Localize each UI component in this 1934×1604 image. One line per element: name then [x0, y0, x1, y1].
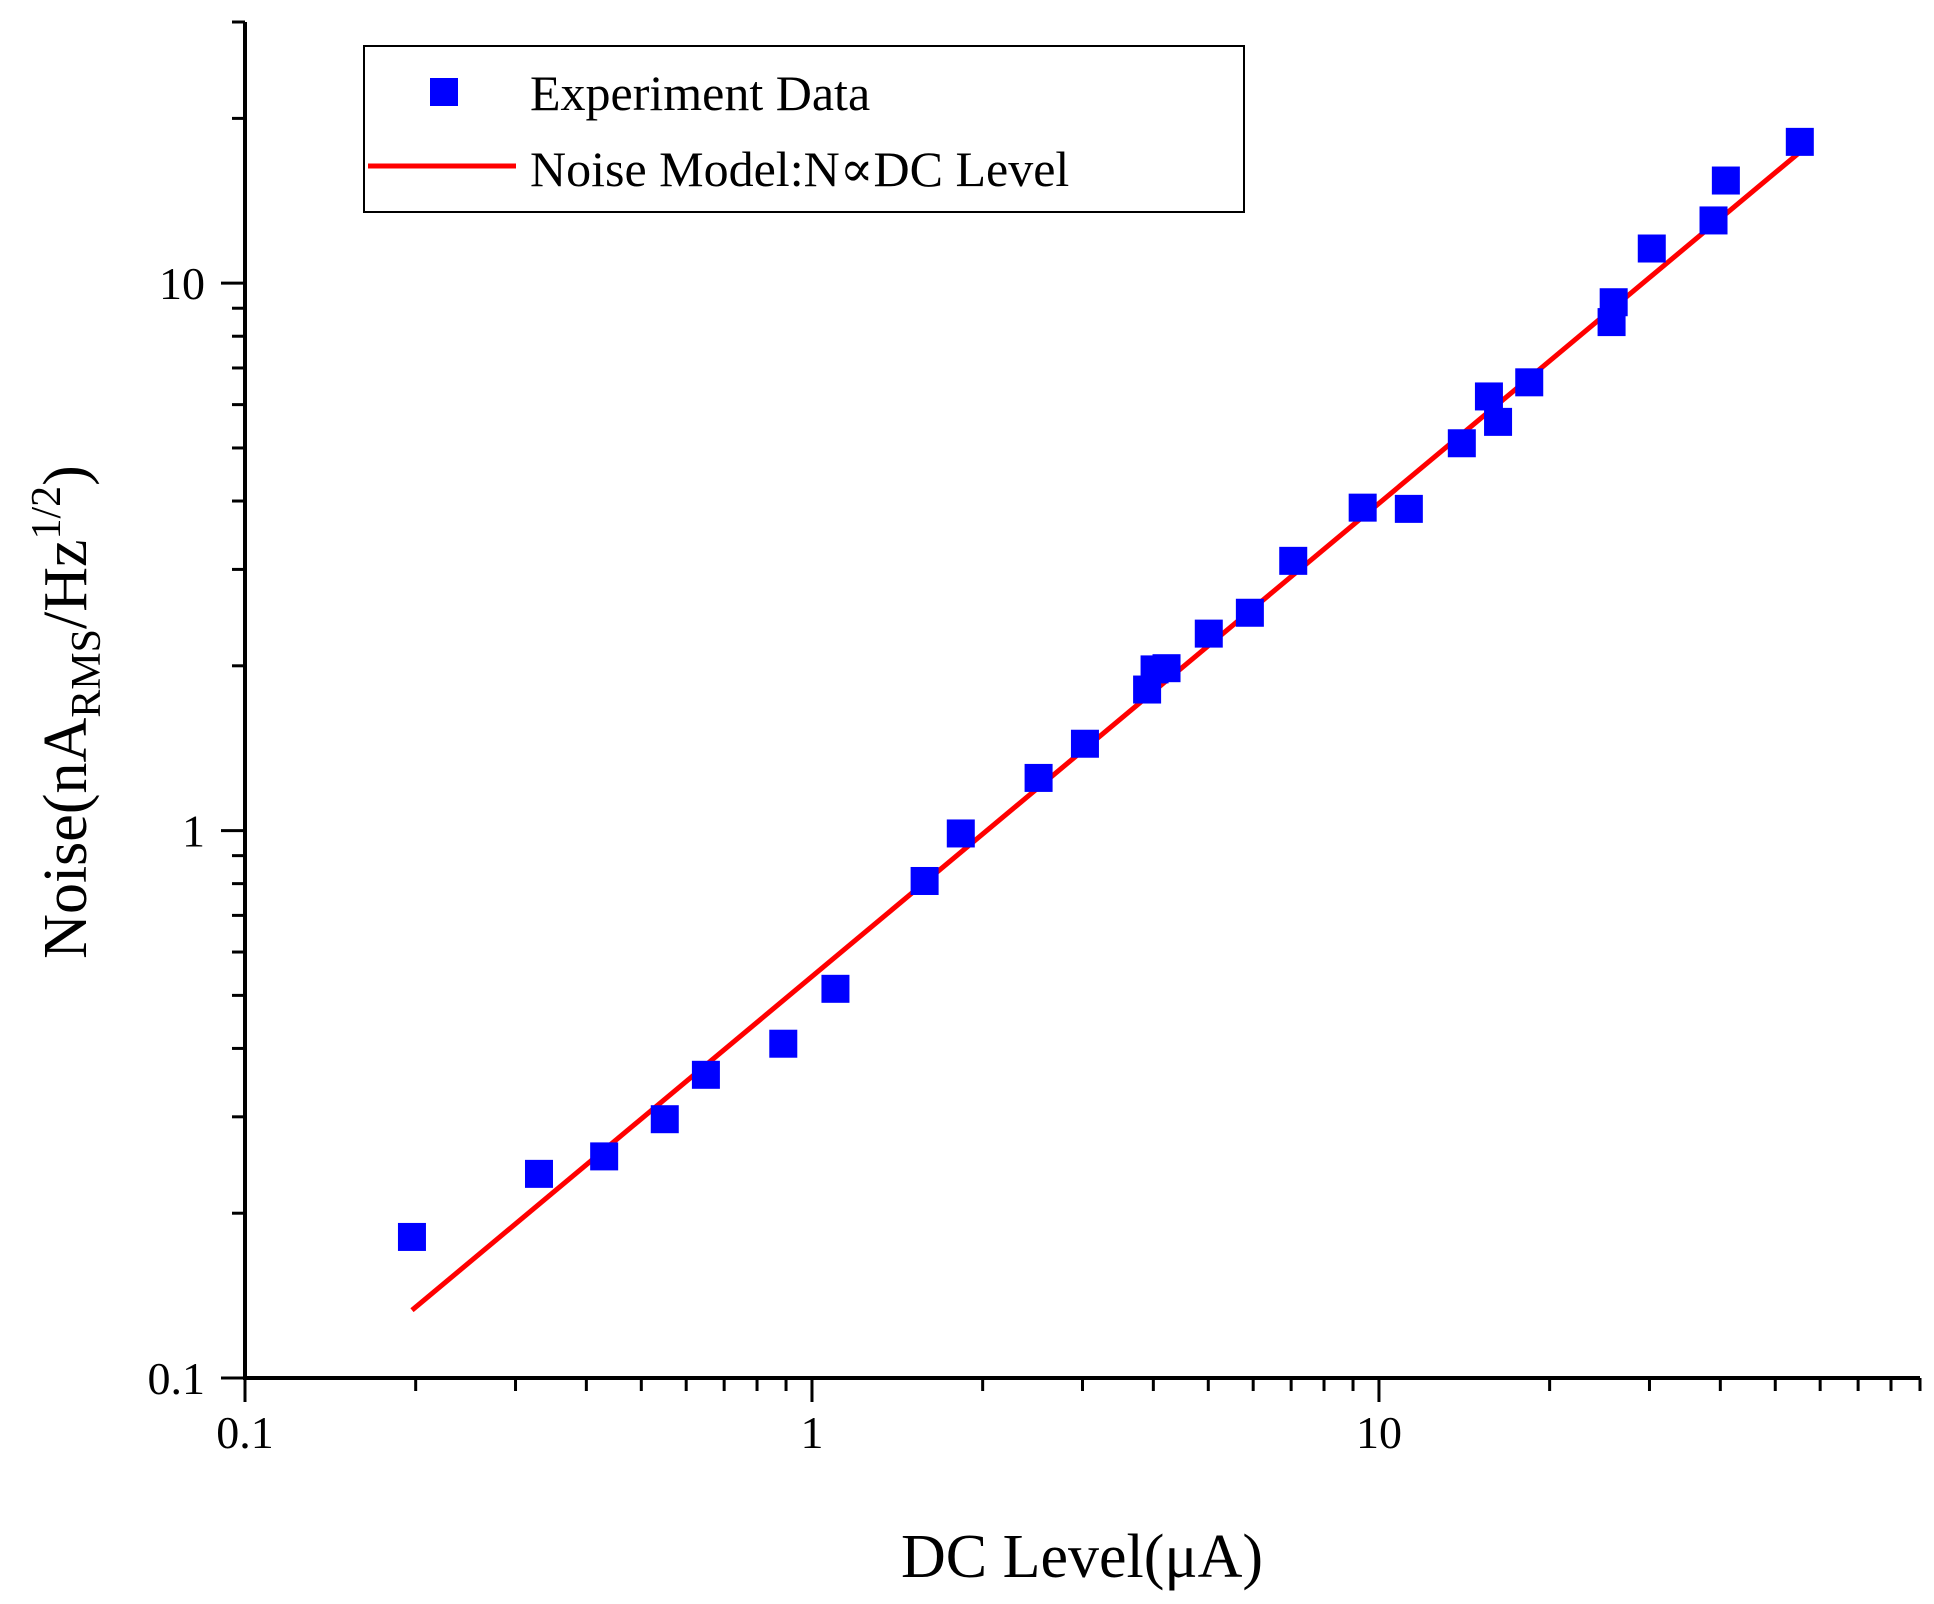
data-point [1637, 234, 1666, 263]
y-title-superscript: 1/2 [24, 486, 70, 540]
y-title-mid: /Hz [32, 540, 100, 630]
data-point [590, 1142, 619, 1171]
data-point [1484, 407, 1513, 436]
ticks [221, 20, 1922, 1402]
data-point [1279, 546, 1308, 575]
data-point [1394, 494, 1423, 523]
data-point [946, 819, 975, 848]
legend-label-model: Noise Model:N∝DC Level [530, 141, 1069, 197]
tick-labels: 0.1 1 10 0.1 1 10 [148, 258, 1402, 1458]
plot-area [397, 127, 1814, 1313]
data-point [650, 1105, 679, 1134]
legend: Experiment Data Noise Model:N∝DC Level [363, 45, 1245, 213]
x-tick-label: 10 [1356, 1407, 1402, 1458]
data-point [1699, 206, 1728, 235]
data-point [1599, 288, 1628, 317]
x-axis-title: DC Level(μA) [901, 1523, 1263, 1591]
data-point [1070, 729, 1099, 758]
x-tick-label: 1 [800, 1407, 823, 1458]
y-tick-label: 1 [182, 806, 205, 857]
legend-label-experiment: Experiment Data [530, 65, 870, 121]
data-point [691, 1060, 720, 1089]
data-point [1235, 598, 1264, 627]
data-point [769, 1029, 798, 1058]
x-tick-label: 0.1 [216, 1407, 274, 1458]
y-tick-label: 10 [159, 258, 205, 309]
data-point [397, 1222, 426, 1251]
data-point [821, 974, 850, 1003]
y-title-prefix: Noise(nA [32, 718, 100, 959]
axes [243, 22, 1920, 1380]
y-tick-label: 0.1 [148, 1353, 206, 1404]
data-point [1152, 654, 1181, 683]
data-point [1447, 429, 1476, 458]
data-point [910, 866, 939, 895]
data-point [1194, 619, 1223, 648]
noise-model-line [410, 150, 1802, 1313]
y-title-suffix: ) [32, 465, 100, 486]
data-point [524, 1159, 553, 1188]
data-point [1515, 368, 1544, 397]
y-axis-title: Noise(nARMS/Hz1/2) [24, 465, 110, 959]
data-point [1711, 166, 1740, 195]
data-point [1474, 382, 1503, 411]
data-point [1785, 127, 1814, 156]
legend-box [363, 45, 1245, 213]
data-point [1348, 493, 1377, 522]
data-point [1024, 763, 1053, 792]
legend-marker-square [430, 78, 458, 106]
y-title-subscript: RMS [64, 629, 110, 718]
